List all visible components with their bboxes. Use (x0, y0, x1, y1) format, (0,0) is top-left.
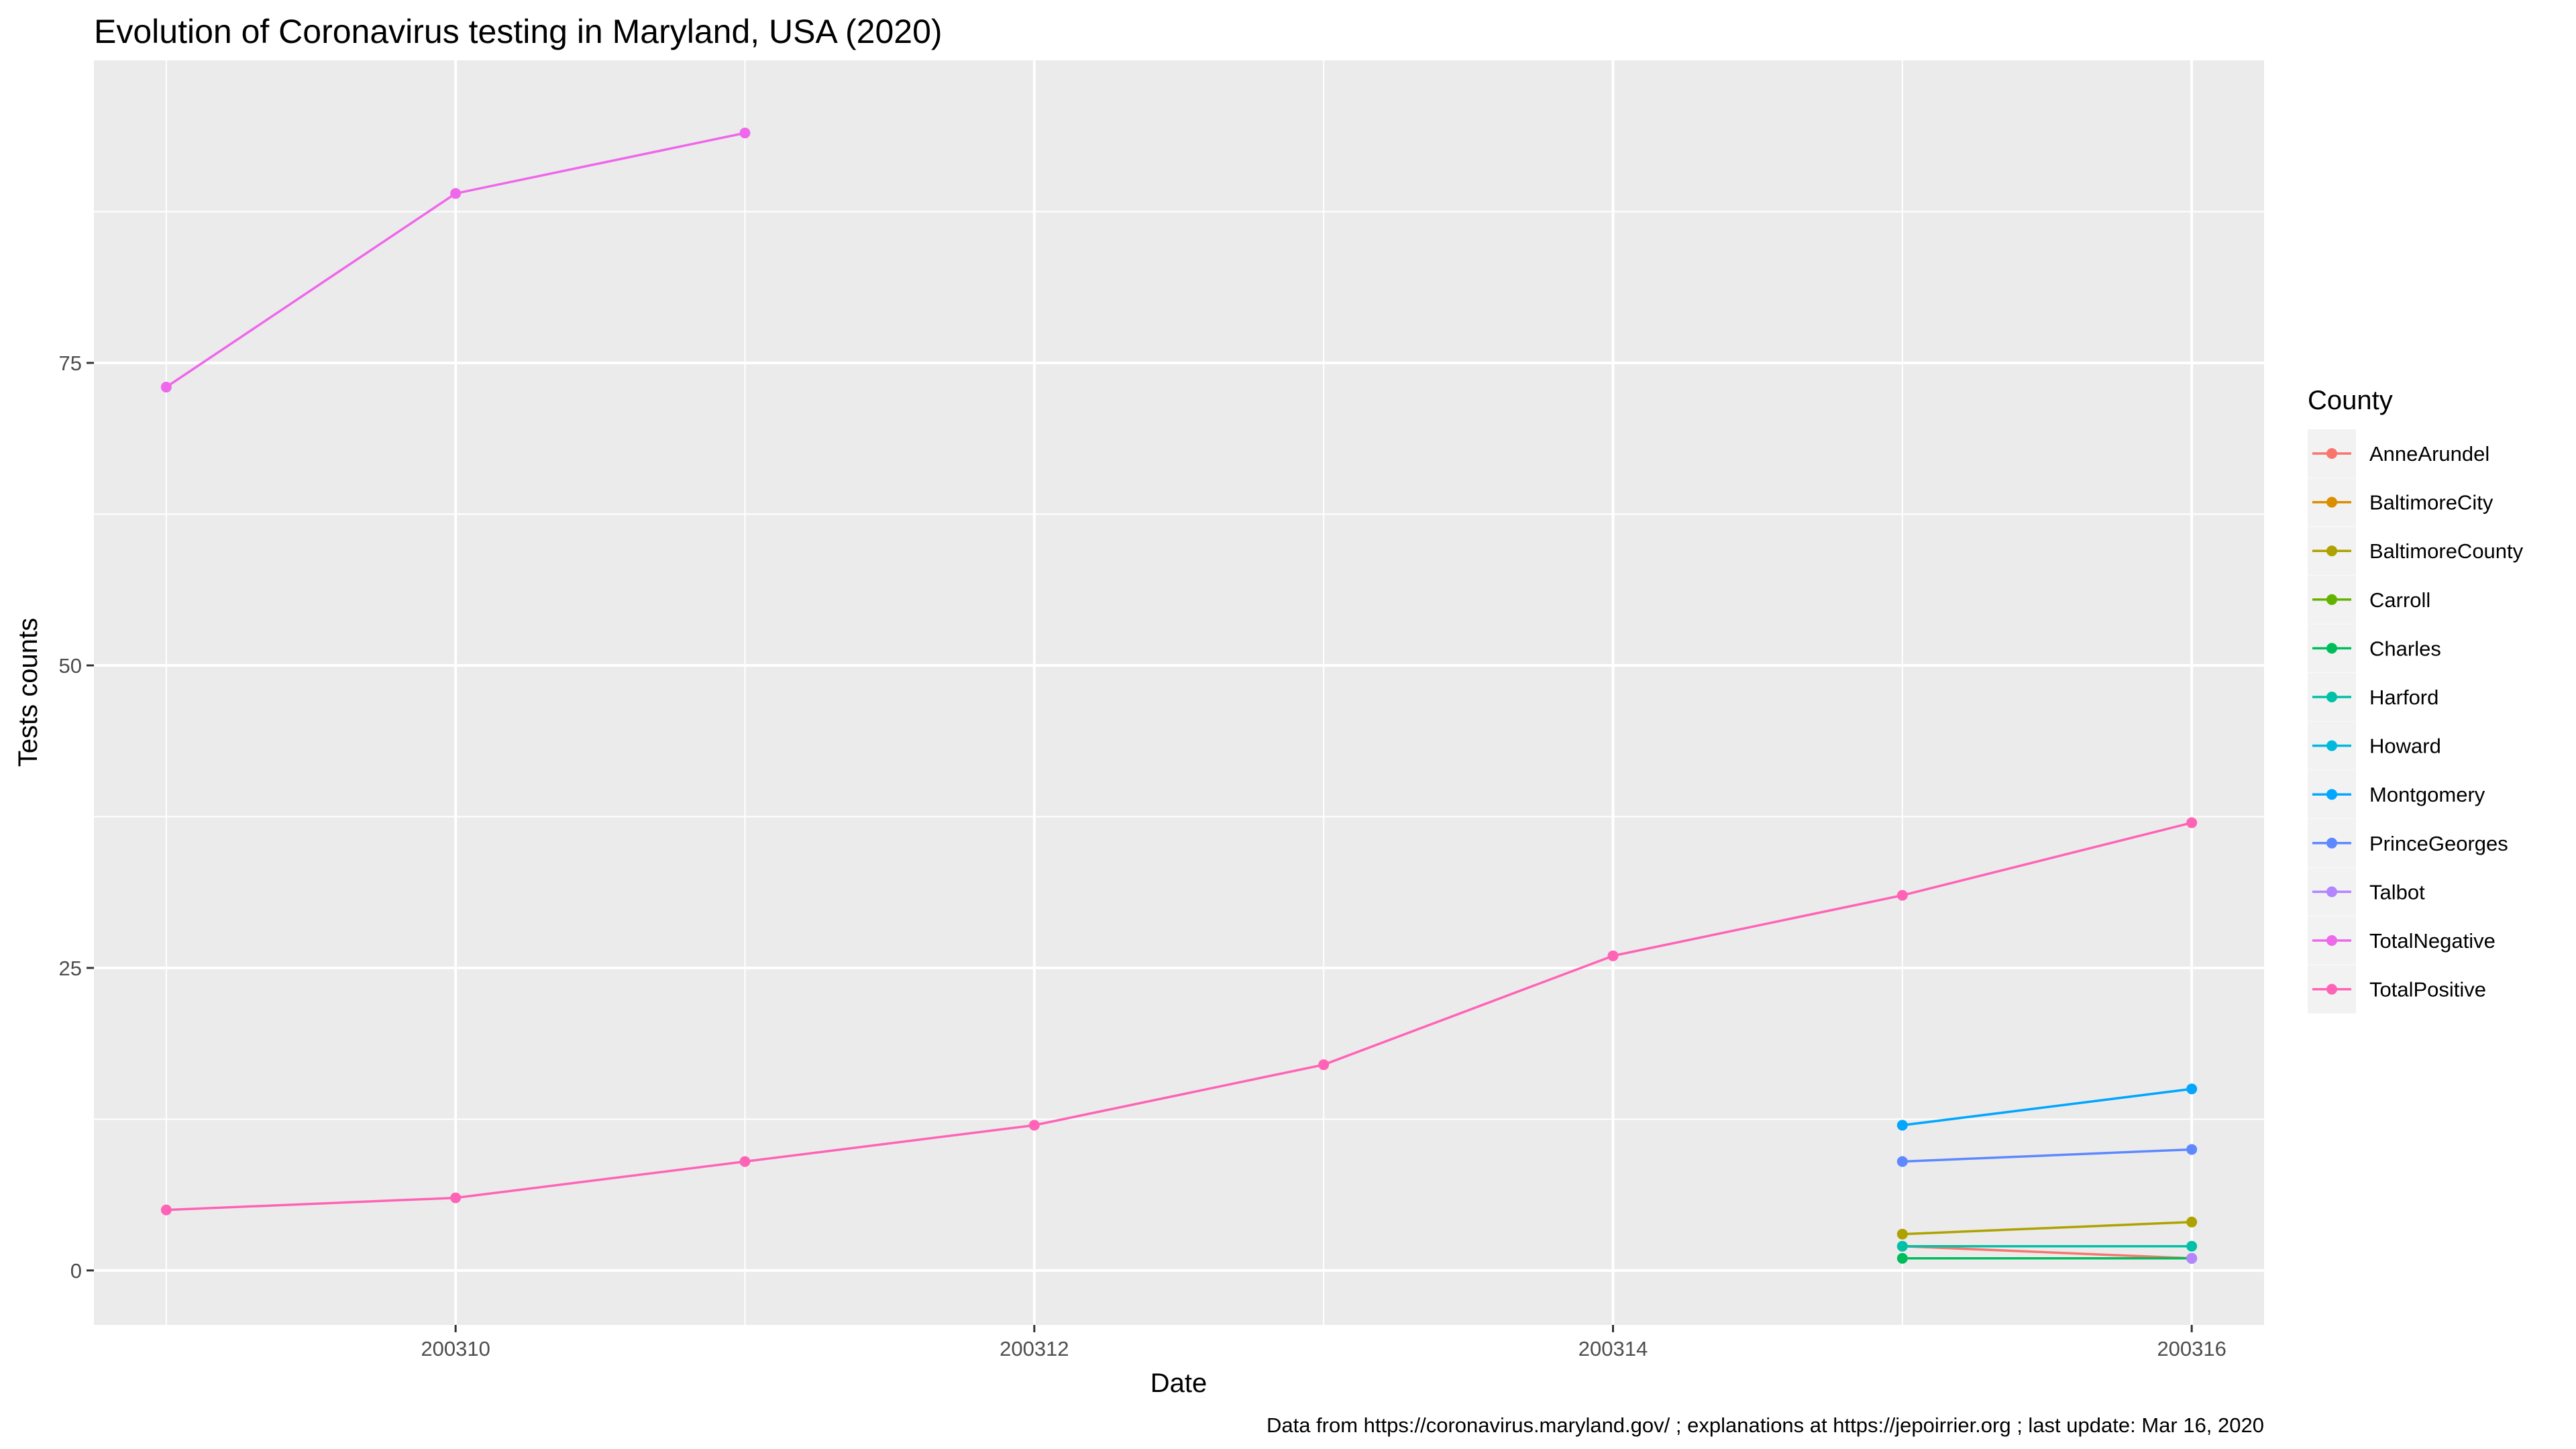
data-point (1896, 1252, 1908, 1264)
series-PrinceGeorges (1896, 1144, 2198, 1167)
series-line (166, 821, 2192, 1212)
legend-item: Howard (2308, 721, 2441, 770)
x-tick-label: 200312 (1000, 1337, 1069, 1360)
legend-key-point (2326, 496, 2337, 508)
y-tick-label: 50 (59, 654, 82, 678)
data-point (2186, 817, 2198, 828)
data-point (1896, 1120, 1908, 1131)
data-point (2186, 1216, 2198, 1228)
data-point (1896, 1156, 1908, 1167)
legend-label: Harford (2369, 686, 2438, 709)
y-axis-title: Tests counts (13, 618, 43, 767)
legend-item: PrinceGeorges (2308, 818, 2508, 867)
data-point (739, 1156, 751, 1167)
legend-label: Howard (2369, 735, 2441, 758)
legend-key-point (2326, 594, 2337, 605)
data-point (2186, 1240, 2198, 1252)
legend: County AnneArundel BaltimoreCity Baltimore… (2308, 386, 2524, 1014)
series-line (1902, 1087, 2192, 1127)
legend-item: Talbot (2308, 867, 2425, 916)
caption: Data from https://coronavirus.maryland.g… (1267, 1413, 2264, 1437)
series-BaltimoreCounty (1896, 1216, 2198, 1240)
series-line (1902, 1148, 2192, 1163)
series-TotalPositive (160, 817, 2198, 1216)
y-tick-label: 0 (70, 1259, 82, 1283)
legend-label: BaltimoreCounty (2369, 539, 2524, 563)
legend-label: Charles (2369, 637, 2441, 660)
data-point (1896, 890, 1908, 901)
data-point (450, 1192, 462, 1203)
legend-key-point (2326, 789, 2337, 800)
legend-label: Talbot (2369, 880, 2425, 904)
legend-label: AnneArundel (2369, 442, 2489, 466)
legend-item: AnneArundel (2308, 429, 2489, 478)
legend-item: TotalPositive (2308, 965, 2486, 1014)
series-layer (160, 127, 2198, 1264)
grid (94, 60, 2264, 1325)
legend-key-point (2326, 545, 2337, 557)
data-point (739, 127, 751, 139)
series-line (1902, 1245, 2192, 1260)
series-TotalNegative (160, 127, 751, 393)
data-point (2186, 1083, 2198, 1095)
legend-label: TotalPositive (2369, 978, 2486, 1002)
data-point (1607, 950, 1619, 961)
legend-item: TotalNegative (2308, 916, 2496, 965)
data-point (160, 1204, 172, 1216)
series-line (1902, 1220, 2192, 1236)
data-point (1896, 1240, 1908, 1252)
x-tick-label: 200310 (421, 1337, 490, 1360)
legend-label: Montgomery (2369, 783, 2485, 806)
series-Montgomery (1896, 1083, 2198, 1131)
legend-title: County (2308, 386, 2393, 415)
series-Talbot (2186, 1252, 2198, 1264)
data-point (1028, 1120, 1040, 1131)
legend-item: BaltimoreCounty (2308, 527, 2524, 576)
data-point (1896, 1228, 1908, 1240)
legend-item: Charles (2308, 624, 2441, 673)
legend-label: Carroll (2369, 588, 2430, 612)
plot-panel (94, 60, 2264, 1325)
legend-key-point (2326, 692, 2337, 702)
legend-key-point (2326, 643, 2337, 654)
legend-item: BaltimoreCity (2308, 478, 2493, 527)
legend-key-point (2326, 837, 2337, 849)
axis-ticks: 0 25 50 75 200310 200312 200314 200316 (59, 352, 2226, 1360)
data-point (2186, 1144, 2198, 1155)
legend-label: BaltimoreCity (2369, 491, 2493, 515)
legend-item: Montgomery (2308, 770, 2485, 819)
y-tick-label: 25 (59, 957, 82, 980)
legend-key-point (2326, 983, 2337, 995)
y-tick-label: 75 (59, 352, 82, 375)
data-point (2186, 1252, 2198, 1264)
legend-label: PrinceGeorges (2369, 832, 2508, 855)
legend-label: TotalNegative (2369, 929, 2496, 953)
series-Harford (1896, 1240, 2198, 1252)
legend-key-point (2326, 448, 2337, 459)
x-tick-label: 200316 (2157, 1337, 2226, 1360)
legend-item: Harford (2308, 673, 2438, 721)
legend-key-point (2326, 740, 2337, 751)
legend-key-point (2326, 886, 2337, 898)
x-axis-title: Date (1150, 1368, 1208, 1398)
chart-title: Evolution of Coronavirus testing in Mary… (94, 13, 943, 50)
data-point (160, 382, 172, 393)
data-point (450, 188, 462, 199)
legend-item: Carroll (2308, 575, 2430, 624)
data-point (1318, 1059, 1330, 1071)
x-tick-label: 200314 (1578, 1337, 1648, 1360)
legend-key-point (2326, 935, 2337, 946)
